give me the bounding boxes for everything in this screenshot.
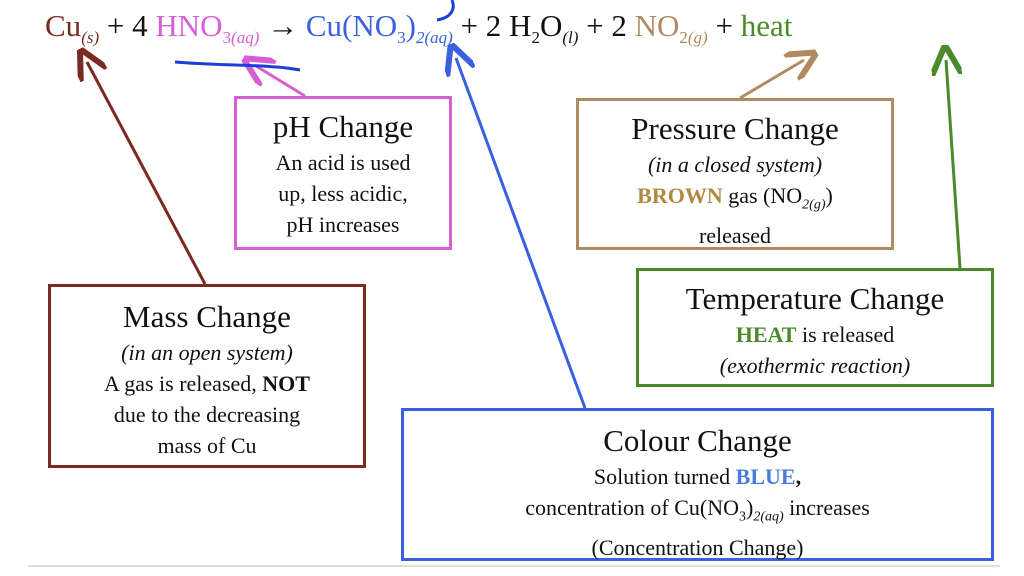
box-text: (Concentration Change) — [591, 535, 804, 561]
text: ) — [825, 183, 833, 208]
text: is released — [796, 322, 895, 347]
subscript: 2(g) — [802, 197, 826, 213]
formula: Cu(NO — [305, 8, 398, 43]
box-text: due to the decreasing — [113, 402, 301, 427]
box-text: A gas is released, NOT — [51, 368, 363, 399]
reactant: HNO3(aq) — [155, 8, 259, 47]
formula: ) — [405, 8, 416, 43]
subscript: 3 — [222, 28, 232, 48]
state: (aq) — [231, 28, 260, 48]
text: Solution turned — [593, 464, 736, 489]
box-text: concentration of Cu(NO3)2(aq) increases — [404, 492, 991, 532]
text: concentration of Cu(NO — [525, 495, 740, 520]
box-title: Temperature Change — [685, 281, 945, 316]
box-title: pH Change — [272, 109, 414, 144]
state: (s) — [81, 28, 100, 48]
operator: + — [715, 8, 733, 43]
operator: + 4 — [106, 8, 148, 43]
formula: H — [509, 8, 532, 43]
box-text: Solution turned BLUE, — [404, 461, 991, 492]
ph-box: pH Change An acid is used up, less acidi… — [234, 96, 452, 250]
state: (g) — [687, 28, 708, 48]
reactant: Cu(s) — [45, 8, 99, 47]
operator: + 2 — [460, 8, 502, 43]
operator: + 2 — [586, 8, 627, 43]
equation: Cu(s) + 4 HNO3(aq) → Cu(NO3)2(aq) + 2 H2… — [45, 8, 792, 48]
box-text: up, less acidic, — [278, 181, 408, 206]
arrow — [739, 60, 804, 100]
subscript: 3 — [397, 28, 406, 48]
emphasis: BROWN — [637, 183, 723, 208]
box-note: (exothermic reaction) — [719, 353, 911, 378]
formula: HNO — [155, 8, 223, 43]
handwriting — [436, 0, 455, 22]
product: Cu(NO3)2(aq) — [305, 8, 453, 47]
box-text: BROWN gas (NO2(g)) — [579, 180, 891, 220]
box-note: (in a closed system) — [647, 152, 823, 177]
arrow — [456, 58, 587, 409]
emphasis: HEAT — [735, 322, 797, 347]
subscript: 2 — [531, 28, 540, 48]
state: (l) — [562, 28, 579, 48]
handwriting — [174, 60, 301, 72]
product: H2O(l) — [509, 8, 578, 47]
text: ) — [746, 495, 754, 520]
formula: Cu — [45, 8, 82, 43]
formula: O — [539, 8, 563, 43]
box-title: Mass Change — [123, 299, 291, 334]
temperature-box: Temperature Change HEAT is released (exo… — [636, 268, 994, 387]
text: increases — [783, 495, 870, 520]
subscript: 3 — [739, 509, 747, 525]
arrow — [946, 60, 960, 269]
box-text: HEAT is released — [639, 319, 991, 350]
text: , — [795, 464, 802, 489]
box-text: An acid is used — [275, 150, 411, 175]
arrow — [87, 62, 207, 285]
subscript: 2(aq) — [753, 509, 784, 525]
emphasis: BLUE — [735, 464, 796, 489]
arrow: → — [267, 8, 299, 43]
box-text: pH increases — [286, 212, 400, 237]
product: heat — [740, 8, 793, 43]
arrow — [256, 66, 306, 98]
box-text: released — [698, 223, 772, 249]
emphasis: NOT — [262, 371, 310, 396]
box-text: mass of Cu — [157, 433, 257, 458]
mass-box: Mass Change (in an open system) A gas is… — [48, 284, 366, 468]
box-title: Colour Change — [603, 423, 792, 458]
product: NO2(g) — [634, 8, 708, 47]
colour-box: Colour Change Solution turned BLUE, conc… — [401, 408, 994, 561]
box-title: Pressure Change — [631, 111, 839, 146]
state: 2(aq) — [415, 28, 453, 48]
text: gas (NO — [722, 183, 803, 208]
formula: NO — [634, 8, 680, 43]
text: A gas is released, — [104, 371, 263, 396]
pressure-box: Pressure Change (in a closed system) BRO… — [576, 98, 894, 250]
box-note: (in an open system) — [121, 340, 293, 365]
subscript: 2 — [679, 28, 688, 48]
